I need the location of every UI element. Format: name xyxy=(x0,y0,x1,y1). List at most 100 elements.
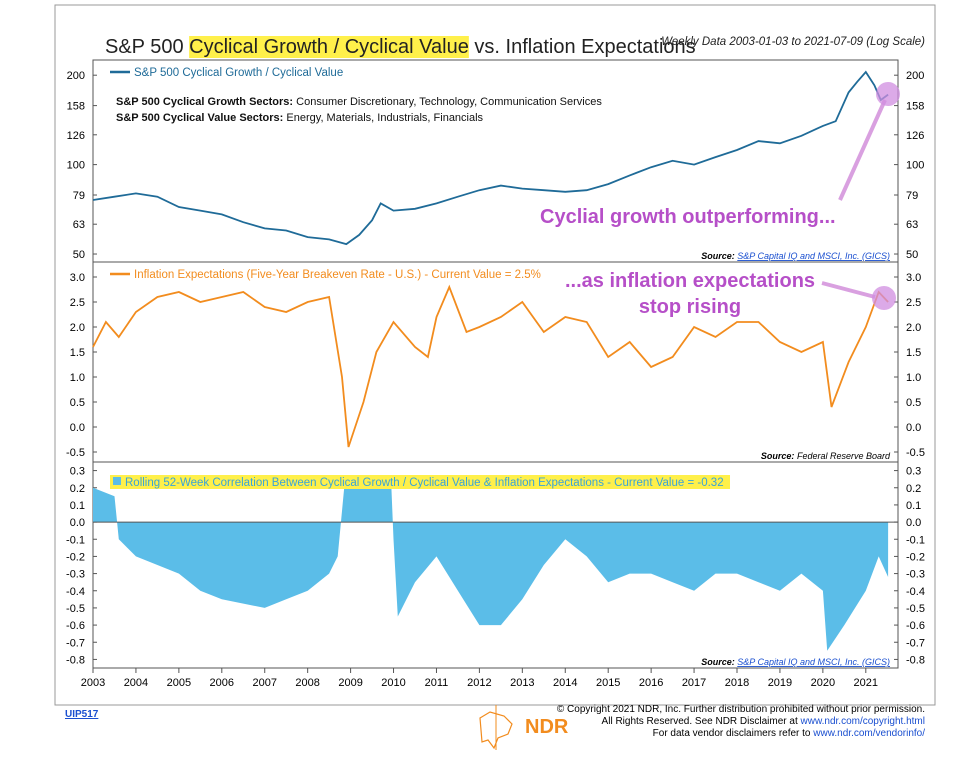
source-ratio: Source: S&P Capital IQ and MSCI, Inc. (G… xyxy=(701,251,890,261)
y-tick-label-left: -0.5 xyxy=(66,603,85,615)
value-sectors: S&P 500 Cyclical Value Sectors: Energy, … xyxy=(116,112,484,124)
y-tick-label-right: -0.5 xyxy=(906,447,925,459)
y-tick-label-left: -0.2 xyxy=(66,551,85,563)
x-tick-label: 2003 xyxy=(81,677,105,689)
y-tick-label-left: -0.4 xyxy=(66,586,85,598)
svg-text:NDR: NDR xyxy=(525,716,569,738)
y-tick-label-left: 0.3 xyxy=(70,466,85,478)
y-tick-label-right: -0.5 xyxy=(906,603,925,615)
y-tick-label-left: -0.8 xyxy=(66,654,85,666)
y-tick-label-right: 63 xyxy=(906,219,918,231)
y-tick-label-right: 158 xyxy=(906,101,924,113)
y-tick-label-left: -0.1 xyxy=(66,534,85,546)
x-tick-label: 2017 xyxy=(682,677,706,689)
y-tick-label-left: 63 xyxy=(73,219,85,231)
y-tick-label-right: 100 xyxy=(906,160,924,172)
x-tick-label: 2006 xyxy=(210,677,234,689)
y-tick-label-right: 0.3 xyxy=(906,466,921,478)
source-inflation: Source: Federal Reserve Board xyxy=(761,451,891,461)
y-tick-label-left: 158 xyxy=(67,101,85,113)
legend-ratio: S&P 500 Cyclical Growth / Cyclical Value xyxy=(134,67,343,79)
x-tick-label: 2015 xyxy=(596,677,620,689)
y-tick-label-right: -0.1 xyxy=(906,534,925,546)
x-tick-label: 2016 xyxy=(639,677,663,689)
x-tick-label: 2004 xyxy=(124,677,148,689)
x-tick-label: 2010 xyxy=(381,677,405,689)
x-tick-label: 2020 xyxy=(811,677,835,689)
y-tick-label-right: -0.4 xyxy=(906,586,925,598)
y-tick-label-left: -0.7 xyxy=(66,637,85,649)
y-tick-label-left: 1.5 xyxy=(70,347,85,359)
y-tick-label-left: -0.3 xyxy=(66,569,85,581)
annotation-arrow xyxy=(838,99,887,201)
x-tick-label: 2014 xyxy=(553,677,577,689)
legend-correlation: Rolling 52-Week Correlation Between Cycl… xyxy=(125,477,724,489)
y-tick-label-left: 50 xyxy=(73,249,85,261)
y-tick-label-right: 1.0 xyxy=(906,372,921,384)
y-tick-label-right: 50 xyxy=(906,249,918,261)
x-tick-label: 2008 xyxy=(295,677,319,689)
y-tick-label-left: 126 xyxy=(67,130,85,142)
y-tick-label-left: 200 xyxy=(67,70,85,82)
y-tick-label-right: 200 xyxy=(906,70,924,82)
ratio-line xyxy=(92,70,889,246)
growth-sectors: S&P 500 Cyclical Growth Sectors: Consume… xyxy=(116,96,602,108)
y-tick-label-left: 79 xyxy=(73,190,85,202)
annotation-circle xyxy=(872,286,896,310)
legend-inflation: Inflation Expectations (Five-Year Breake… xyxy=(134,269,541,281)
disclaimer-line: All Rights Reserved. See NDR Disclaimer … xyxy=(602,716,925,727)
y-tick-label-right: 2.0 xyxy=(906,322,921,334)
vendor-link[interactable]: www.ndr.com/vendorinfo/ xyxy=(812,728,925,739)
x-tick-label: 2005 xyxy=(167,677,191,689)
y-tick-label-left: 0.0 xyxy=(70,422,85,434)
x-tick-label: 2009 xyxy=(338,677,362,689)
chart-code-link[interactable]: UIP517 xyxy=(65,709,99,720)
annotation-inflation-1: ...as inflation expectations xyxy=(565,270,815,292)
chart-title: S&P 500 Cyclical Growth / Cyclical Value… xyxy=(105,36,696,58)
annotation-inflation-2: stop rising xyxy=(639,296,741,318)
annotation-arrow xyxy=(821,281,876,299)
y-tick-label-right: -0.6 xyxy=(906,620,925,632)
copyright-link[interactable]: www.ndr.com/copyright.html xyxy=(800,716,926,727)
y-tick-label-right: 79 xyxy=(906,190,918,202)
y-tick-label-left: 0.0 xyxy=(70,517,85,529)
y-tick-label-right: 0.1 xyxy=(906,500,921,512)
x-tick-label: 2019 xyxy=(768,677,792,689)
annotation-growth: Cyclial growth outperforming... xyxy=(540,206,836,228)
copyright-line: © Copyright 2021 NDR, Inc. Further distr… xyxy=(557,704,925,715)
y-tick-label-left: -0.6 xyxy=(66,620,85,632)
x-tick-label: 2007 xyxy=(252,677,276,689)
y-tick-label-right: -0.8 xyxy=(906,654,925,666)
y-tick-label-left: 100 xyxy=(67,160,85,172)
y-tick-label-right: 0.0 xyxy=(906,422,921,434)
ndr-logo: NDR xyxy=(479,705,569,750)
y-tick-label-right: 2.5 xyxy=(906,297,921,309)
legend-highlight xyxy=(110,475,730,489)
correlation-area xyxy=(93,487,889,651)
y-tick-label-right: 126 xyxy=(906,130,924,142)
x-tick-label: 2011 xyxy=(425,677,449,689)
y-tick-label-right: 0.0 xyxy=(906,517,921,529)
source-correlation: Source: S&P Capital IQ and MSCI, Inc. (G… xyxy=(701,657,890,667)
y-tick-label-left: 1.0 xyxy=(70,372,85,384)
legend-swatch-correlation xyxy=(113,477,121,485)
chart-subtitle: Weekly Data 2003-01-03 to 2021-07-09 (Lo… xyxy=(661,36,925,48)
y-tick-label-right: 1.5 xyxy=(906,347,921,359)
y-tick-label-left: 0.5 xyxy=(70,397,85,409)
x-tick-label: 2012 xyxy=(467,677,491,689)
y-tick-label-right: 0.2 xyxy=(906,483,921,495)
y-tick-label-right: -0.7 xyxy=(906,637,925,649)
plot-frame xyxy=(92,59,899,669)
y-tick-label-right: -0.2 xyxy=(906,551,925,563)
x-tick-label: 2013 xyxy=(510,677,534,689)
inflation-line xyxy=(92,284,889,448)
annotation-circle xyxy=(876,82,900,106)
vendor-line: For data vendor disclaimers refer to www… xyxy=(653,728,926,739)
y-tick-label-left: 3.0 xyxy=(70,272,85,284)
y-tick-label-right: -0.3 xyxy=(906,569,925,581)
y-tick-label-left: 0.1 xyxy=(70,500,85,512)
x-tick-label: 2021 xyxy=(854,677,878,689)
y-tick-label-left: 2.0 xyxy=(70,322,85,334)
